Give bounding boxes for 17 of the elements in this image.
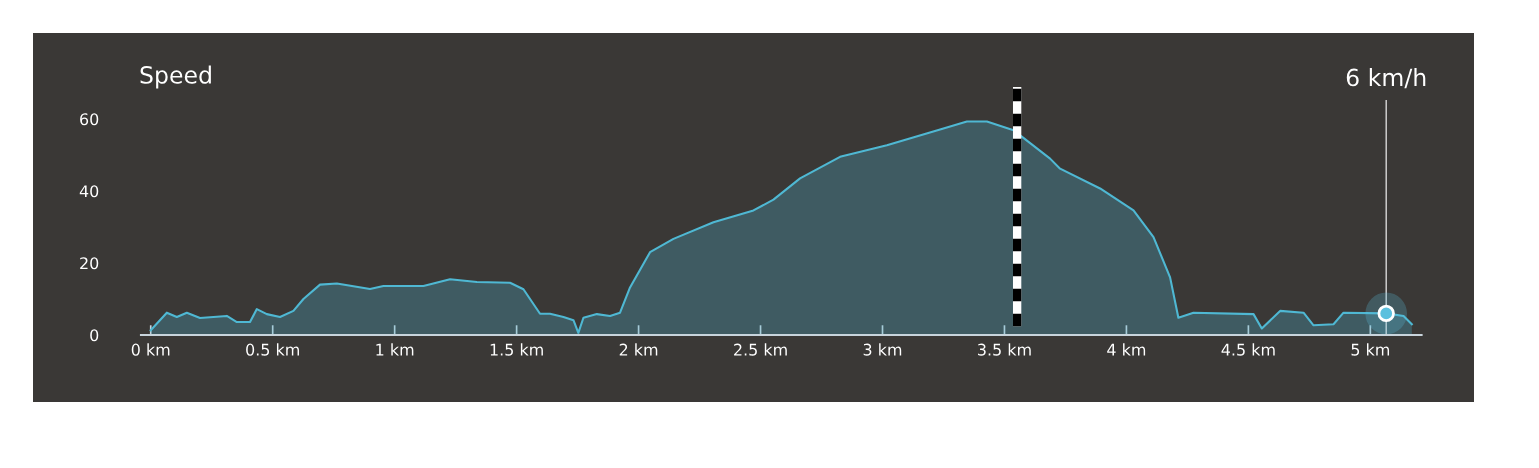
x-tick-label: 3.5 km (978, 343, 1031, 356)
x-tick-label: 2.5 km (734, 343, 787, 356)
ref-line-label: 6 km/h (1346, 68, 1426, 89)
x-tick-label: 2 km (619, 343, 658, 356)
y-tick-label: 40 (79, 185, 99, 198)
x-tick-label: 4 km (1107, 343, 1146, 356)
chart-title: Speed (140, 65, 211, 89)
x-tick-label: 3 km (863, 343, 902, 356)
x-tick-label: 1.5 km (490, 343, 543, 356)
x-tick-label: 0 km (131, 343, 170, 356)
x-tick-label: 1 km (376, 343, 414, 356)
x-tick-label: 4.5 km (1221, 343, 1275, 356)
x-tick-label: 5 km (1351, 343, 1390, 356)
y-tick-label: 60 (80, 113, 99, 126)
y-tick-label: 0 (90, 329, 99, 342)
x-tick-label: 0.5 km (246, 343, 299, 356)
y-tick-label: 20 (80, 257, 99, 270)
